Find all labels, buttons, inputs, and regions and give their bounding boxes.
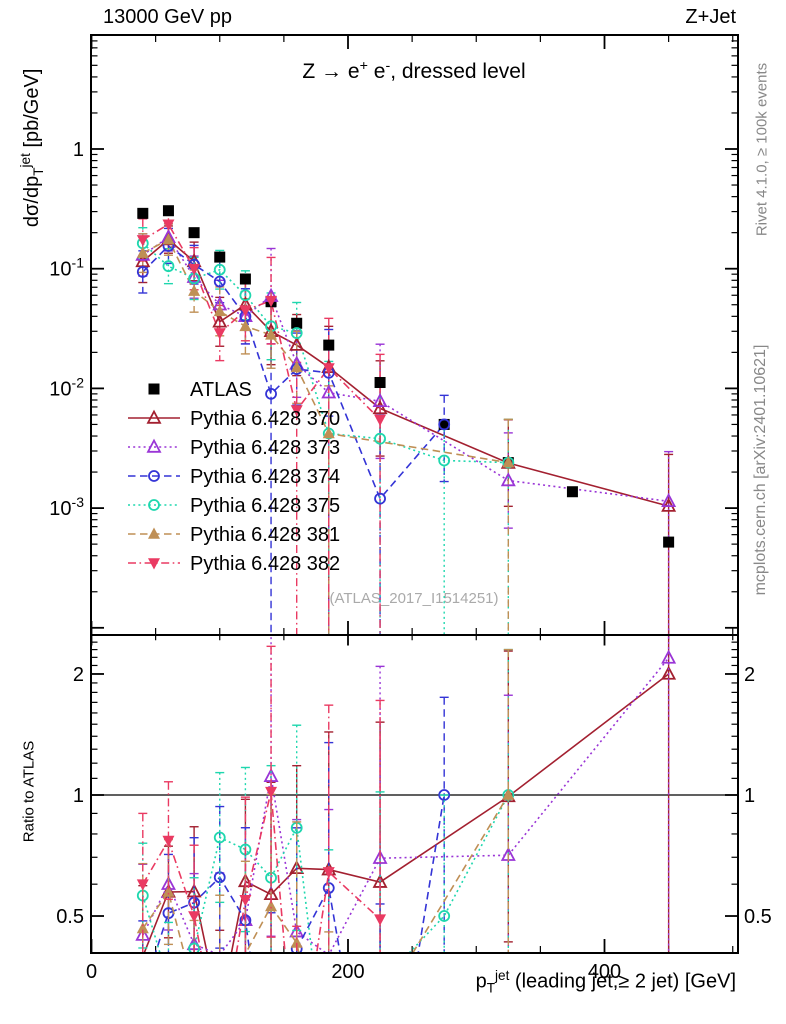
process-label: Z+Jet	[685, 6, 736, 28]
series-pythia-6-428-373-ratio-markers	[135, 649, 677, 951]
series-pythia-6-428-382-ratio-markers	[136, 786, 387, 926]
svg-text:1: 1	[73, 785, 84, 807]
main-panel-frame	[90, 34, 739, 636]
ratio-axis-label: Ratio to ATLAS	[20, 740, 38, 843]
beam-energy-label: 13000 GeV pp	[103, 6, 232, 28]
series-pythia-6-428-374-ratio-markers	[162, 789, 451, 952]
mcplots-reference-note: mcplots.cern.ch [arXiv:2401.10621]	[752, 344, 769, 596]
series-pythia-6-428-373-line	[138, 222, 674, 634]
svg-text:0: 0	[86, 961, 97, 983]
svg-text:200: 200	[331, 961, 364, 983]
svg-text:Pythia 6.428 373: Pythia 6.428 373	[190, 437, 340, 459]
legend-item-pythia-6-428-382: Pythia 6.428 382	[128, 553, 340, 575]
svg-text:Pythia 6.428 375: Pythia 6.428 375	[190, 495, 340, 517]
svg-text:Pythia 6.428 370: Pythia 6.428 370	[190, 408, 340, 430]
svg-text:1: 1	[744, 785, 755, 807]
analysis-watermark: (ATLAS_2017_I1514251)	[329, 590, 499, 607]
svg-text:400: 400	[588, 961, 621, 983]
ratio-panel-data	[92, 636, 737, 952]
series-pythia-6-428-370-ratio-line	[138, 636, 670, 952]
x-axis-label: pTjet (leading jet,≥ 2 jet) [GeV]	[475, 968, 736, 996]
svg-text:0.5: 0.5	[56, 906, 84, 928]
series-pythia-6-428-382-line	[138, 206, 385, 634]
svg-text:10-1: 10-1	[49, 255, 84, 281]
legend-item-pythia-6-428-373: Pythia 6.428 373	[128, 437, 340, 459]
legend-item-pythia-6-428-374: Pythia 6.428 374	[128, 466, 340, 488]
y-axis-label: dσ/dpTjet [pb/GeV]	[18, 68, 46, 228]
legend-item-pythia-6-428-370: Pythia 6.428 370	[128, 408, 340, 430]
svg-text:Pythia 6.428 382: Pythia 6.428 382	[190, 553, 340, 575]
svg-text:Pythia 6.428 381: Pythia 6.428 381	[190, 524, 340, 546]
ratio-panel-frame	[90, 634, 739, 954]
svg-text:2: 2	[73, 664, 84, 686]
series-pythia-6-428-381-ratio-markers	[136, 788, 515, 948]
legend-item-pythia-6-428-375: Pythia 6.428 375	[128, 495, 340, 517]
series-pythia-6-428-374-markers	[136, 240, 451, 505]
series-pythia-6-428-374-line	[138, 227, 449, 634]
rivet-version-note: Rivet 4.1.0, ≥ 100k events	[753, 62, 771, 237]
legend: ATLAS Pythia 6.428 370 Pythia 6.428 373 Pyt…	[128, 379, 340, 575]
legend-item-pythia-6-428-381: Pythia 6.428 381	[128, 524, 340, 546]
svg-text:0.5: 0.5	[744, 906, 772, 928]
series-pythia-6-428-373-markers	[135, 228, 677, 507]
series-pythia-6-428-370-line	[138, 225, 674, 634]
series-pythia-6-428-381-markers	[136, 233, 515, 468]
main-panel-data	[135, 205, 677, 634]
svg-text:Pythia 6.428 374: Pythia 6.428 374	[190, 466, 340, 488]
svg-text:10-3: 10-3	[49, 494, 84, 520]
legend-item-atlas: ATLAS	[148, 379, 252, 401]
svg-text:ATLAS: ATLAS	[190, 379, 252, 401]
svg-text:1: 1	[73, 139, 84, 161]
svg-text:2: 2	[744, 664, 755, 686]
svg-text:10-2: 10-2	[49, 374, 84, 400]
series-pythia-6-428-370-ratio-markers	[160, 665, 677, 901]
plot-title: Z → e+ e-, dressed level	[302, 58, 526, 83]
axis-tick-labels: 1 10-1 10-2 10-3 2 2 1 1 0.5 0.5 0 200 400	[49, 139, 772, 983]
series-pythia-6-428-382-markers	[136, 219, 387, 426]
axis-ticks	[90, 35, 738, 953]
